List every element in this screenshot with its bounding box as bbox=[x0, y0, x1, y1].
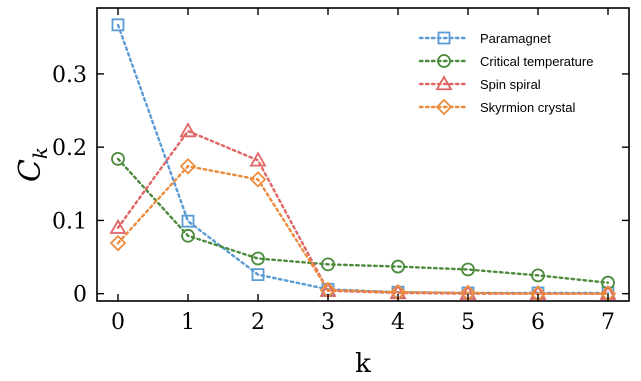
legend-marker bbox=[437, 31, 451, 45]
x-tick-label: 7 bbox=[601, 310, 615, 335]
legend-marker bbox=[437, 54, 451, 68]
y-tick-label: 0 bbox=[73, 283, 87, 308]
data-point bbox=[111, 151, 125, 166]
axis-ticks: 0 1 2 3 4 5 6 7 0 0.1 0.2 0.3 bbox=[52, 8, 629, 335]
y-axis-label: Ck bbox=[13, 147, 52, 182]
data-point bbox=[531, 268, 545, 283]
data-point bbox=[179, 157, 197, 175]
legend-marker bbox=[435, 75, 453, 91]
data-point bbox=[249, 171, 267, 188]
data-point bbox=[251, 251, 265, 266]
legend-label: Skyrmion crystal bbox=[480, 100, 575, 115]
series-spin-spiral bbox=[109, 122, 617, 300]
data-point bbox=[601, 275, 615, 290]
series-line bbox=[116, 164, 610, 295]
legend-label: Paramagnet bbox=[480, 31, 551, 46]
x-tick-label: 3 bbox=[321, 310, 335, 335]
legend-item: Paramagnet bbox=[418, 31, 551, 46]
legend-label: Spin spiral bbox=[480, 77, 541, 92]
y-tick-label: 0.1 bbox=[52, 209, 87, 234]
series-critical-temperature bbox=[111, 151, 615, 290]
data-point bbox=[321, 257, 335, 272]
data-point bbox=[461, 262, 475, 277]
x-tick-label: 4 bbox=[391, 310, 405, 335]
series-line bbox=[116, 157, 610, 284]
x-tick-label: 6 bbox=[531, 310, 545, 335]
data-point bbox=[251, 268, 265, 282]
plot-frame bbox=[96, 7, 630, 302]
x-tick-label: 5 bbox=[461, 310, 475, 335]
data-point bbox=[181, 228, 195, 243]
data-point bbox=[109, 218, 127, 234]
legend: Paramagnet Critical temperature Spin spira… bbox=[418, 31, 593, 116]
y-tick-label: 0.3 bbox=[52, 63, 87, 88]
x-tick-label: 2 bbox=[251, 310, 265, 335]
y-axis-label-subscript: k bbox=[28, 147, 52, 159]
series-line bbox=[116, 129, 610, 295]
y-tick-label: 0.2 bbox=[52, 136, 87, 161]
data-point bbox=[391, 259, 405, 274]
legend-label: Critical temperature bbox=[480, 54, 593, 69]
y-axis-label-main: C bbox=[13, 159, 48, 182]
x-tick-label: 1 bbox=[181, 310, 195, 335]
data-point bbox=[181, 214, 195, 228]
x-axis-label: k bbox=[355, 349, 371, 379]
data-point bbox=[109, 234, 127, 252]
legend-item: Spin spiral bbox=[418, 75, 541, 92]
data-point bbox=[179, 122, 197, 138]
data-point bbox=[249, 151, 267, 167]
legend-marker bbox=[435, 98, 453, 116]
legend-item: Critical temperature bbox=[418, 54, 593, 69]
data-point bbox=[111, 18, 125, 32]
legend-item: Skyrmion crystal bbox=[418, 98, 575, 116]
x-tick-label: 0 bbox=[111, 310, 125, 335]
